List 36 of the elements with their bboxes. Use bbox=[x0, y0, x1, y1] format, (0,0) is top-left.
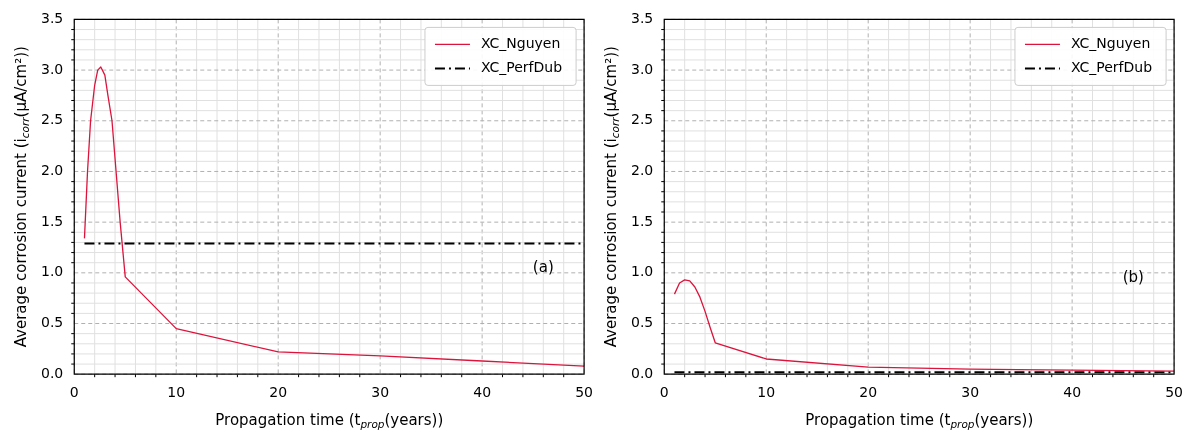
y-tick-label: 3.0 bbox=[631, 60, 654, 77]
x-tick-label: 20 bbox=[269, 384, 288, 401]
x-tick-label: 40 bbox=[1063, 384, 1082, 401]
legend-label: XC_PerfDub bbox=[480, 59, 563, 76]
y-tick-label: 1.0 bbox=[41, 263, 64, 280]
legend-label: XC_PerfDub bbox=[1070, 59, 1153, 76]
y-tick-label: 2.0 bbox=[41, 162, 64, 179]
annotation: (a) bbox=[532, 257, 554, 276]
y-tick-label: 3.5 bbox=[41, 10, 64, 27]
x-tick-label: 10 bbox=[757, 384, 776, 401]
y-tick-label: 0.5 bbox=[631, 314, 654, 331]
y-tick-label: 3.5 bbox=[631, 10, 654, 27]
x-tick-label: 40 bbox=[473, 384, 492, 401]
x-tick-label: 10 bbox=[167, 384, 186, 401]
y-tick-label: 2.5 bbox=[41, 111, 64, 128]
y-axis-title: Average corrosion current (icorr(μA/cm²)) bbox=[601, 46, 622, 348]
y-tick-label: 2.5 bbox=[631, 111, 654, 128]
legend-label: XC_Nguyen bbox=[480, 35, 561, 52]
y-tick-label: 2.0 bbox=[631, 162, 654, 179]
legend-label: XC_Nguyen bbox=[1070, 35, 1151, 52]
y-axis-title: Average corrosion current (icorr(μA/cm²)) bbox=[11, 46, 32, 348]
x-tick-label: 0 bbox=[69, 384, 79, 401]
x-tick-label: 50 bbox=[1165, 384, 1184, 401]
x-tick-label: 30 bbox=[961, 384, 980, 401]
x-tick-label: 30 bbox=[371, 384, 390, 401]
annotation: (b) bbox=[1122, 268, 1144, 287]
y-tick-label: 1.5 bbox=[41, 212, 64, 229]
y-tick-label: 0.5 bbox=[41, 314, 64, 331]
x-tick-label: 50 bbox=[575, 384, 594, 401]
x-tick-label: 20 bbox=[859, 384, 878, 401]
y-tick-label: 1.5 bbox=[631, 212, 654, 229]
y-tick-label: 1.0 bbox=[631, 263, 654, 280]
y-tick-label: 0.0 bbox=[41, 364, 64, 381]
y-tick-label: 0.0 bbox=[631, 364, 654, 381]
y-tick-label: 3.0 bbox=[41, 60, 64, 77]
x-tick-label: 0 bbox=[659, 384, 669, 401]
